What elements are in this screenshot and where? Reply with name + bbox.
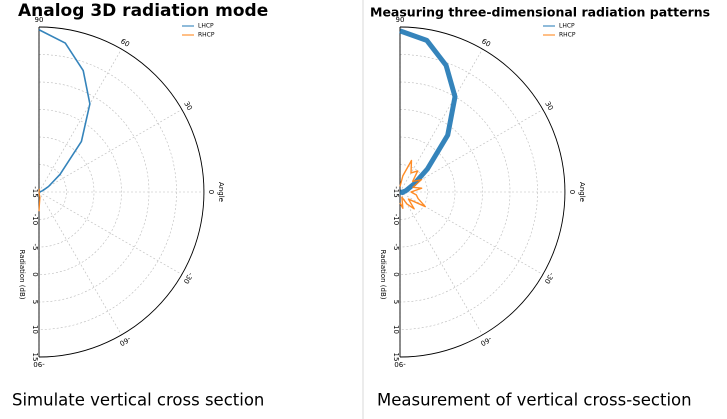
r-axis-label: Radiation (dB) bbox=[18, 249, 26, 299]
outer-arc bbox=[399, 26, 566, 358]
grid-spoke bbox=[38, 109, 183, 193]
grid-spoke bbox=[38, 191, 122, 336]
grid-spoke bbox=[399, 48, 483, 193]
series-line bbox=[399, 159, 426, 210]
angle-tick-label: -30 bbox=[543, 271, 556, 285]
legend-label: LHCP bbox=[559, 23, 575, 30]
angle-tick-label: 60 bbox=[119, 37, 131, 48]
grid-spoke bbox=[38, 191, 183, 275]
series-line bbox=[38, 29, 91, 193]
grid-spoke bbox=[38, 48, 122, 193]
r-tick-label: -15 bbox=[392, 186, 400, 197]
caption: Measurement of vertical cross-section bbox=[377, 391, 692, 410]
grid-ring bbox=[38, 136, 95, 248]
r-tick-label: -5 bbox=[31, 244, 39, 251]
angle-axis-label: Angle bbox=[578, 182, 586, 202]
grid-ring bbox=[38, 109, 122, 275]
r-tick-label: 5 bbox=[31, 300, 39, 304]
chart-title: Analog 3D radiation mode bbox=[18, 1, 268, 21]
angle-tick-label: -90 bbox=[394, 360, 405, 368]
series-line bbox=[38, 188, 41, 212]
angle-tick-label: 90 bbox=[35, 16, 44, 24]
r-tick-label: 10 bbox=[31, 325, 39, 334]
legend-label: RHCP bbox=[198, 32, 215, 39]
r-tick-label: -5 bbox=[392, 244, 400, 251]
grid-spoke bbox=[399, 191, 544, 275]
angle-tick-label: -90 bbox=[33, 360, 44, 368]
r-tick-label: 0 bbox=[31, 272, 39, 276]
angle-tick-label: 30 bbox=[543, 100, 554, 112]
grid-spoke bbox=[399, 109, 544, 193]
r-tick-label: -10 bbox=[31, 214, 39, 225]
series-line bbox=[399, 28, 458, 195]
angle-tick-label: 90 bbox=[396, 16, 405, 24]
legend-label: LHCP bbox=[198, 23, 214, 30]
legend-label: RHCP bbox=[559, 32, 576, 39]
r-tick-label: 0 bbox=[392, 272, 400, 276]
caption: Simulate vertical cross section bbox=[12, 391, 264, 410]
outer-arc bbox=[38, 26, 205, 358]
angle-tick-label: 0 bbox=[568, 190, 576, 194]
grid-ring bbox=[399, 136, 456, 248]
r-tick-label: 10 bbox=[392, 325, 400, 334]
r-tick-label: 15 bbox=[31, 353, 39, 362]
angle-tick-label: -60 bbox=[118, 335, 132, 348]
angle-axis-label: Angle bbox=[217, 182, 225, 202]
angle-tick-label: 30 bbox=[182, 100, 193, 112]
r-tick-label: -15 bbox=[31, 186, 39, 197]
angle-tick-label: -60 bbox=[479, 335, 493, 348]
r-tick-label: 5 bbox=[392, 300, 400, 304]
r-tick-label: 15 bbox=[392, 353, 400, 362]
r-axis-label: Radiation (dB) bbox=[379, 249, 387, 299]
grid-ring bbox=[38, 54, 177, 330]
chart-title: Measuring three-dimensional radiation pa… bbox=[370, 5, 710, 20]
grid-ring bbox=[399, 109, 483, 275]
grid-ring bbox=[399, 54, 538, 330]
angle-tick-label: 0 bbox=[207, 190, 215, 194]
r-tick-label: -10 bbox=[392, 214, 400, 225]
grid-spoke bbox=[399, 191, 483, 336]
angle-tick-label: 60 bbox=[480, 37, 492, 48]
angle-tick-label: -30 bbox=[182, 271, 195, 285]
